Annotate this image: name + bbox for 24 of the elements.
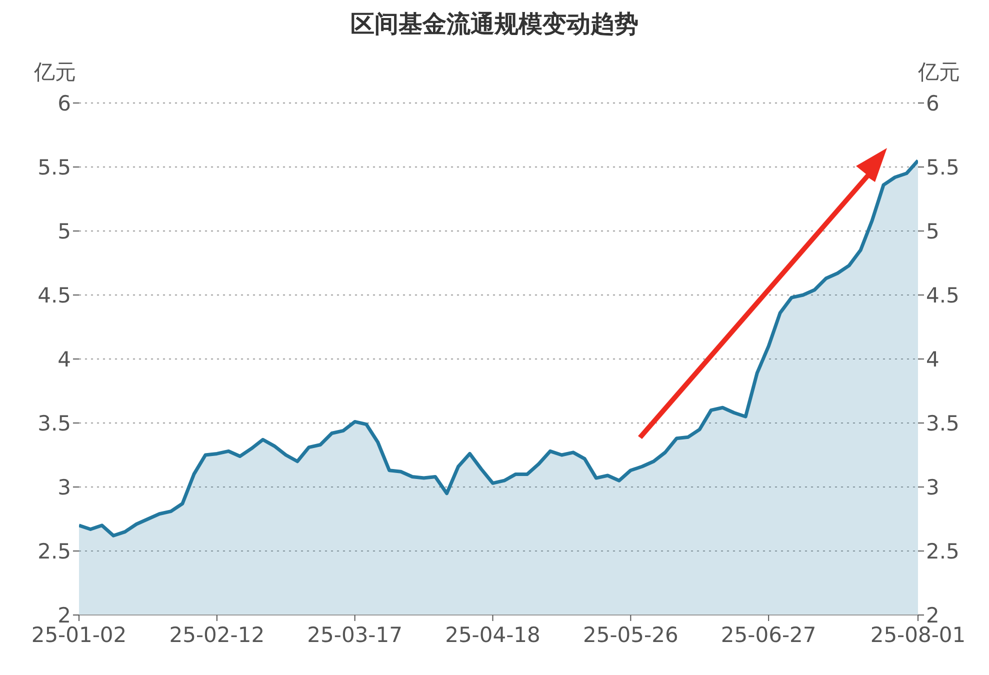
y2-tick-label: 3.5: [926, 411, 960, 436]
y2-tick-label: 5: [926, 219, 940, 244]
y2-axis-title: 亿元: [918, 59, 960, 86]
x-tick-label: 25-05-26: [583, 622, 678, 647]
x-tick-label: 25-06-27: [720, 622, 816, 647]
y-tick-label: 2.5: [38, 539, 71, 564]
x-tick-label: 25-02-12: [169, 622, 265, 647]
y-tick-label: 5.5: [38, 155, 71, 180]
y-tick-label: 5: [58, 219, 71, 244]
y2-tick-label: 2.5: [926, 539, 960, 564]
y2-tick-label: 3: [926, 475, 940, 500]
y2-tick-label: 4.5: [926, 283, 960, 308]
y2-tick-label: 6: [926, 91, 940, 116]
x-tick-label: 25-03-17: [307, 622, 402, 647]
y-tick-label: 3: [58, 475, 71, 500]
y-tick-label: 6: [58, 91, 71, 116]
y-tick-label: 4: [58, 347, 71, 372]
y2-tick-label: 4: [926, 347, 940, 372]
y-tick-label: 4.5: [38, 283, 71, 308]
y-axis-title: 亿元: [34, 59, 76, 86]
y2-tick-label: 5.5: [926, 155, 960, 180]
x-tick-label: 25-04-18: [445, 622, 540, 647]
chart-title: 区间基金流通规模变动趋势: [350, 9, 640, 40]
y-tick-label: 3.5: [38, 411, 71, 436]
